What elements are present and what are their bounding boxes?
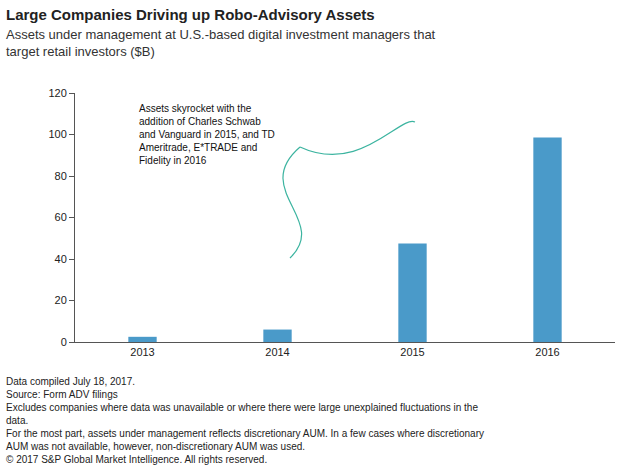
svg-text:60: 60 xyxy=(55,211,67,223)
svg-text:80: 80 xyxy=(55,170,67,182)
svg-text:20: 20 xyxy=(55,294,67,306)
svg-text:2016: 2016 xyxy=(535,346,559,358)
svg-text:Assets under management at U.S: Assets under management at U.S.-based di… xyxy=(6,27,436,59)
svg-text:0: 0 xyxy=(61,336,67,348)
svg-text:2014: 2014 xyxy=(265,346,289,358)
svg-text:100: 100 xyxy=(48,128,66,140)
svg-text:2015: 2015 xyxy=(400,346,424,358)
svg-text:2013: 2013 xyxy=(130,346,154,358)
svg-text:40: 40 xyxy=(55,253,67,265)
svg-text:Data compiled July 18, 2017.So: Data compiled July 18, 2017.Source: Form… xyxy=(6,376,484,465)
svg-text:Assets skyrocket with theaddit: Assets skyrocket with theaddition of Cha… xyxy=(139,103,275,166)
svg-text:Large Companies Driving up Rob: Large Companies Driving up Robo-Advisory… xyxy=(6,6,375,23)
svg-text:120: 120 xyxy=(48,87,66,99)
